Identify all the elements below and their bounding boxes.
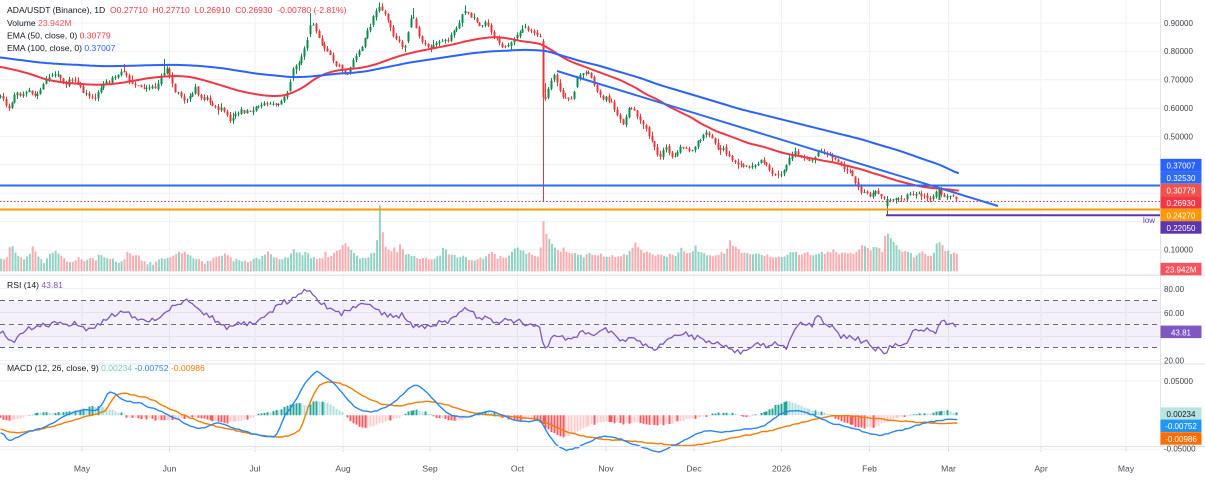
svg-text:-0.00752: -0.00752 (1165, 422, 1197, 431)
svg-text:0.30779: 0.30779 (1167, 186, 1196, 195)
svg-text:Dec: Dec (686, 464, 702, 474)
svg-text:May: May (74, 464, 91, 474)
svg-text:RSI (14) 43.81: RSI (14) 43.81 (7, 280, 63, 290)
svg-text:0.90000: 0.90000 (1164, 19, 1193, 28)
svg-text:-0.05000: -0.05000 (1164, 444, 1196, 453)
svg-text:ADA/USDT (Binance), 1D O0.277: ADA/USDT (Binance), 1D O0.27710 H0.27710… (7, 5, 347, 15)
svg-text:0.80000: 0.80000 (1164, 47, 1193, 56)
svg-text:Nov: Nov (598, 464, 614, 474)
svg-text:0.50000: 0.50000 (1164, 132, 1193, 141)
svg-text:23.942M: 23.942M (1165, 265, 1196, 274)
svg-text:-0.00986: -0.00986 (1165, 435, 1197, 444)
svg-text:May: May (1118, 464, 1135, 474)
svg-text:Volume 23.942M: Volume 23.942M (7, 18, 72, 28)
svg-text:0.00234: 0.00234 (1167, 410, 1196, 419)
svg-text:Oct: Oct (511, 464, 525, 474)
svg-text:0.22050: 0.22050 (1167, 224, 1196, 233)
svg-text:0.37007: 0.37007 (1167, 161, 1196, 170)
svg-text:EMA (100, close, 0) 0.37007: EMA (100, close, 0) 0.37007 (7, 43, 116, 53)
svg-text:60.00: 60.00 (1164, 309, 1185, 318)
svg-text:Jul: Jul (250, 464, 261, 474)
svg-text:0.05000: 0.05000 (1164, 377, 1193, 386)
svg-text:Jun: Jun (163, 464, 177, 474)
svg-text:Aug: Aug (335, 464, 351, 474)
svg-text:43.81: 43.81 (1171, 328, 1192, 337)
svg-text:0.60000: 0.60000 (1164, 104, 1193, 113)
svg-text:0.32530: 0.32530 (1167, 174, 1196, 183)
svg-text:2026: 2026 (772, 464, 791, 474)
svg-text:0.10000: 0.10000 (1164, 246, 1193, 255)
svg-text:MACD (12, 26, close, 9) 0.0023: MACD (12, 26, close, 9) 0.00234 -0.00752… (7, 363, 205, 373)
svg-text:Apr: Apr (1034, 464, 1048, 474)
svg-text:low: low (1143, 216, 1155, 225)
svg-text:0.26930: 0.26930 (1167, 199, 1196, 208)
svg-text:Sep: Sep (422, 464, 438, 474)
svg-text:EMA (50, close, 0) 0.30779: EMA (50, close, 0) 0.30779 (7, 31, 111, 41)
svg-text:Mar: Mar (941, 464, 956, 474)
svg-text:Feb: Feb (862, 464, 877, 474)
svg-text:0.24270: 0.24270 (1167, 211, 1196, 220)
svg-text:20.00: 20.00 (1164, 356, 1185, 365)
svg-text:0.70000: 0.70000 (1164, 76, 1193, 85)
svg-text:80.00: 80.00 (1164, 285, 1185, 294)
